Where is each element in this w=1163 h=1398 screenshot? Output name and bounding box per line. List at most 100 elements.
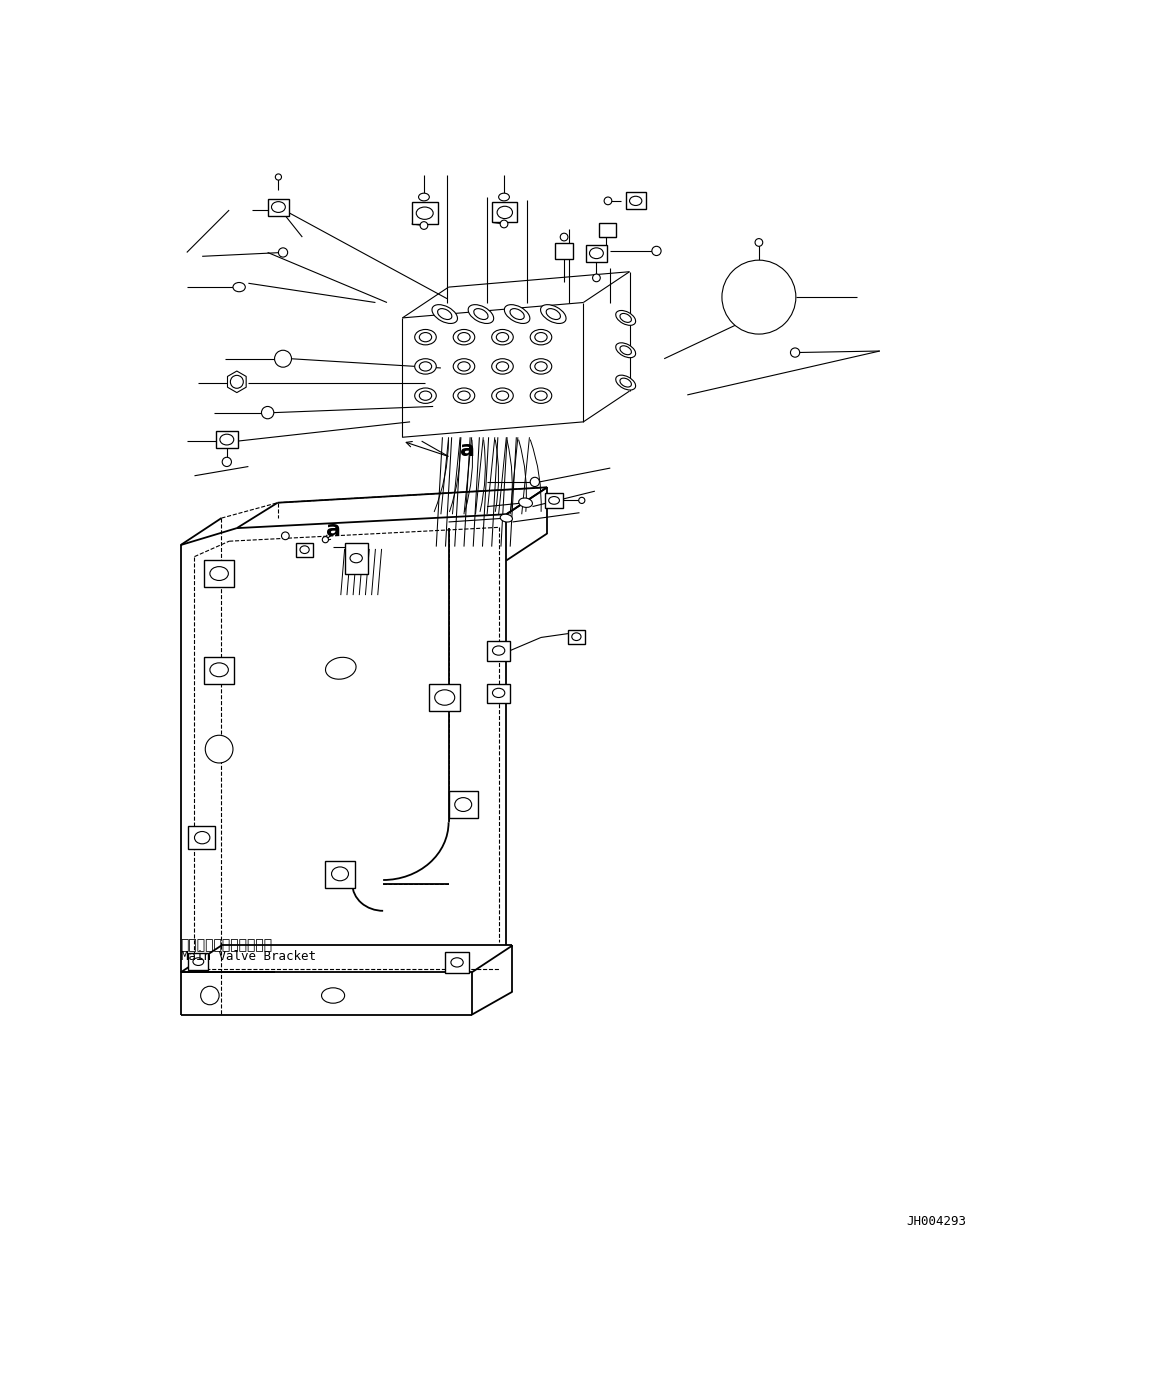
Ellipse shape [271, 201, 285, 212]
Ellipse shape [326, 657, 356, 679]
Ellipse shape [454, 330, 475, 345]
Ellipse shape [420, 391, 431, 400]
Bar [568, 629, 585, 643]
Ellipse shape [535, 391, 547, 400]
Ellipse shape [590, 247, 604, 259]
Ellipse shape [193, 958, 204, 966]
Circle shape [274, 351, 292, 368]
Bar [586, 245, 607, 261]
Ellipse shape [505, 305, 530, 323]
Bar [205, 561, 234, 587]
Ellipse shape [530, 389, 551, 404]
Circle shape [276, 173, 281, 180]
Bar [487, 684, 511, 703]
Ellipse shape [454, 389, 475, 404]
Bar [205, 657, 234, 684]
Ellipse shape [233, 282, 245, 292]
Circle shape [500, 219, 508, 228]
Ellipse shape [497, 207, 513, 218]
Circle shape [322, 537, 328, 542]
Bar [626, 193, 645, 210]
Bar [216, 431, 237, 447]
Bar [492, 203, 518, 222]
Ellipse shape [620, 377, 632, 387]
Ellipse shape [458, 391, 470, 400]
Ellipse shape [331, 867, 349, 881]
Circle shape [201, 986, 219, 1005]
Circle shape [420, 222, 428, 229]
Ellipse shape [620, 313, 632, 323]
Circle shape [579, 498, 585, 503]
Circle shape [755, 239, 763, 246]
Bar [449, 791, 478, 818]
Ellipse shape [458, 362, 470, 370]
Ellipse shape [420, 333, 431, 341]
Ellipse shape [209, 566, 228, 580]
Bar [188, 953, 208, 970]
Circle shape [604, 197, 612, 204]
Circle shape [561, 233, 568, 240]
Ellipse shape [415, 330, 436, 345]
Ellipse shape [469, 305, 493, 323]
Ellipse shape [420, 362, 431, 370]
Ellipse shape [492, 646, 505, 656]
Ellipse shape [499, 193, 509, 201]
Ellipse shape [500, 514, 513, 521]
Ellipse shape [492, 688, 505, 698]
Ellipse shape [300, 545, 309, 554]
Bar [267, 199, 290, 215]
Circle shape [205, 735, 233, 763]
Ellipse shape [615, 343, 636, 358]
Ellipse shape [535, 362, 547, 370]
Bar [412, 203, 437, 224]
Ellipse shape [431, 305, 457, 323]
Ellipse shape [437, 309, 452, 320]
Ellipse shape [497, 391, 508, 400]
Bar [188, 826, 215, 849]
Ellipse shape [535, 333, 547, 341]
Ellipse shape [321, 988, 344, 1004]
Circle shape [652, 246, 661, 256]
Ellipse shape [511, 309, 525, 320]
Ellipse shape [549, 496, 559, 505]
Ellipse shape [451, 958, 463, 967]
Bar [297, 542, 313, 556]
Ellipse shape [620, 345, 632, 355]
Text: JH004293: JH004293 [907, 1215, 966, 1227]
Ellipse shape [492, 389, 513, 404]
Ellipse shape [454, 359, 475, 375]
Circle shape [278, 247, 287, 257]
Ellipse shape [194, 832, 209, 844]
Text: a: a [326, 520, 341, 540]
Ellipse shape [530, 359, 551, 375]
Ellipse shape [220, 435, 234, 445]
Ellipse shape [629, 196, 642, 206]
Ellipse shape [209, 663, 228, 677]
Ellipse shape [415, 389, 436, 404]
Ellipse shape [492, 359, 513, 375]
Ellipse shape [419, 193, 429, 201]
Ellipse shape [615, 375, 636, 390]
Ellipse shape [416, 207, 433, 219]
Bar [326, 861, 355, 888]
Bar [487, 642, 511, 661]
Text: a: a [461, 440, 476, 460]
Ellipse shape [572, 633, 582, 640]
Ellipse shape [435, 689, 455, 705]
Ellipse shape [541, 305, 566, 323]
Ellipse shape [455, 798, 472, 811]
Circle shape [262, 407, 273, 419]
Bar [429, 684, 461, 712]
Circle shape [722, 260, 795, 334]
Ellipse shape [350, 554, 363, 563]
Ellipse shape [497, 362, 508, 370]
Text: メインバルブブラケット: メインバルブブラケット [180, 938, 273, 952]
Bar [599, 224, 615, 238]
Bar [555, 243, 573, 259]
Ellipse shape [492, 330, 513, 345]
Circle shape [593, 274, 600, 282]
Ellipse shape [497, 333, 508, 341]
Circle shape [530, 477, 540, 487]
Ellipse shape [519, 498, 533, 507]
Circle shape [222, 457, 231, 467]
